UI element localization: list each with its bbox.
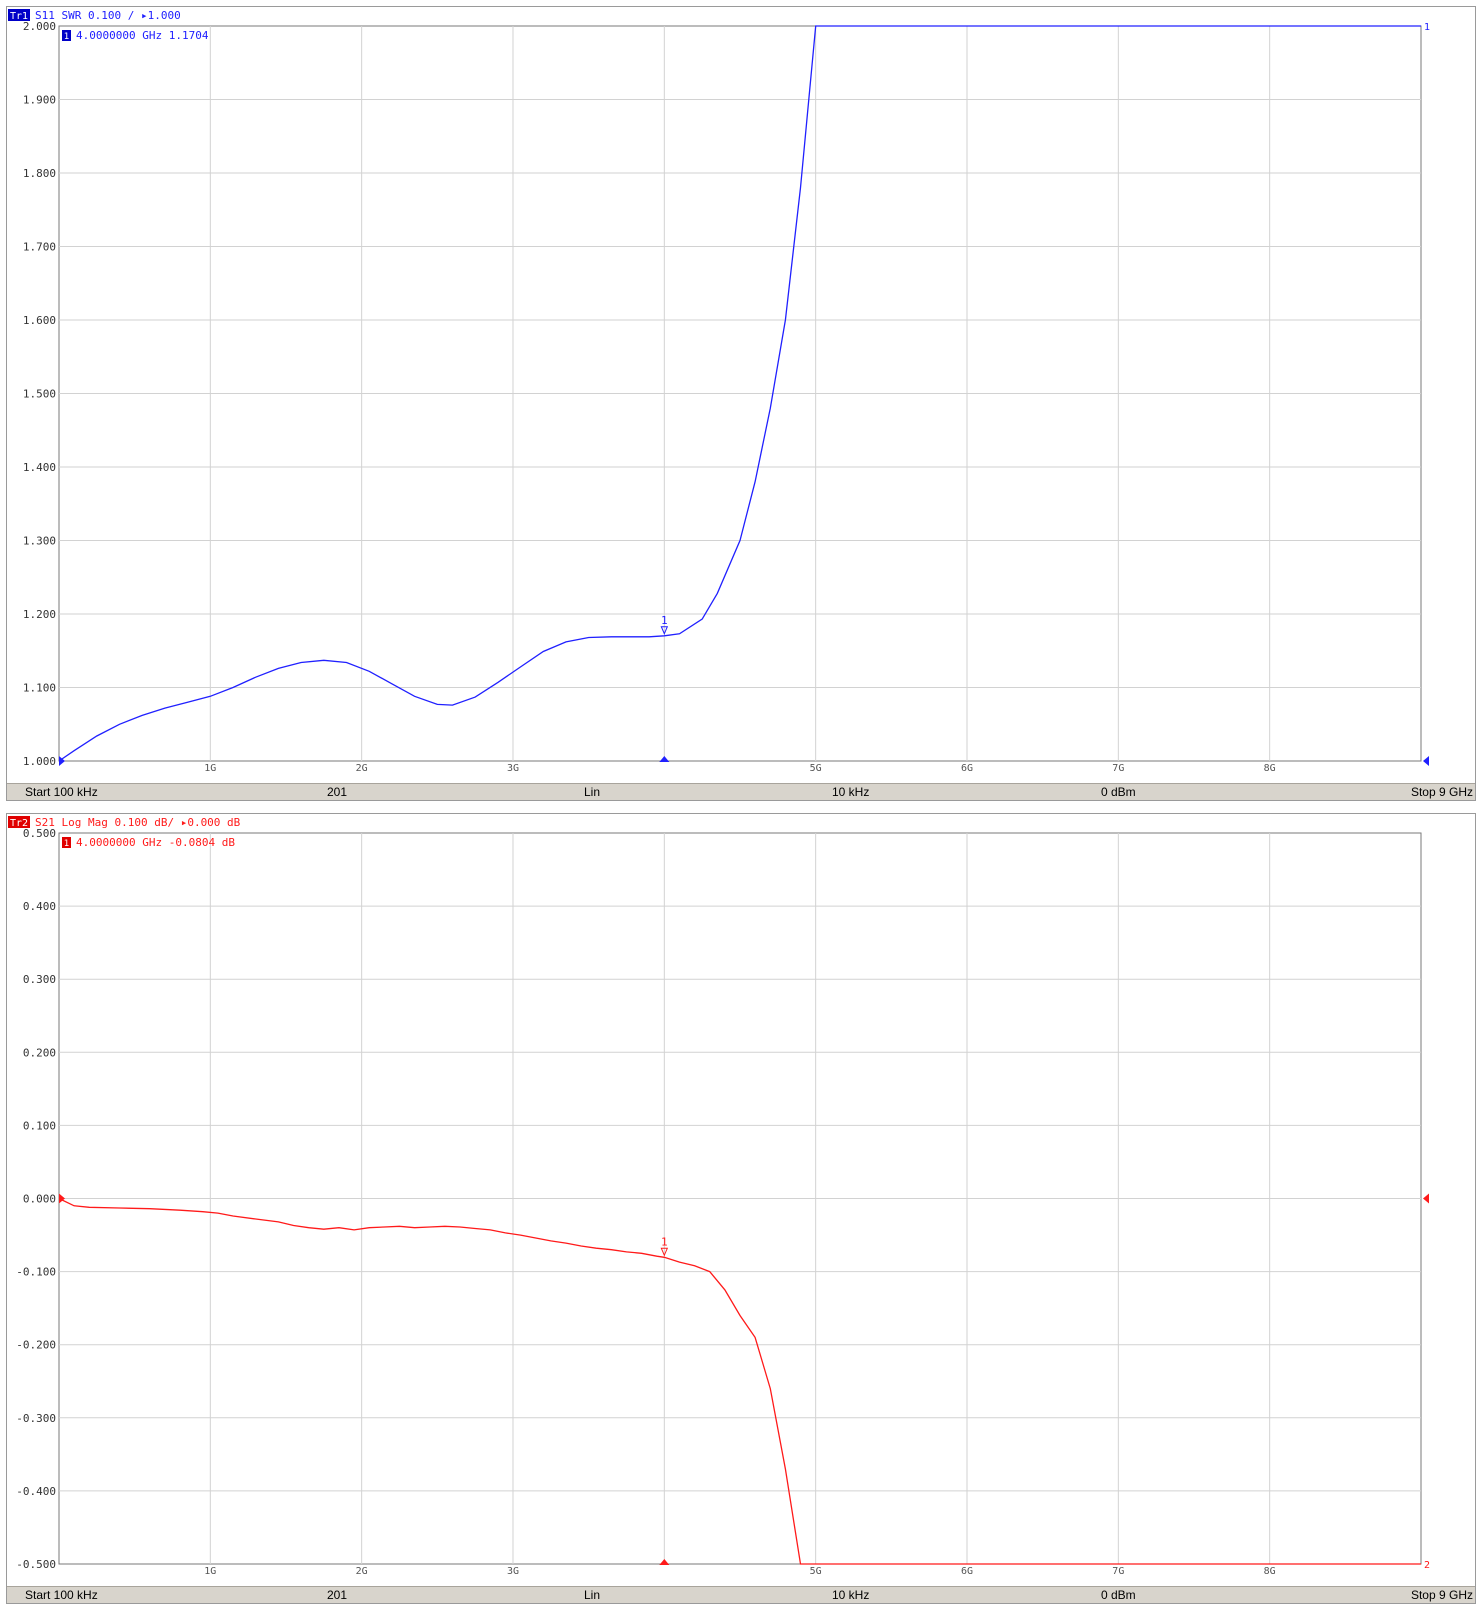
y-tick-label: -0.200 <box>16 1339 56 1352</box>
status-bar: Start 100 kHz 201 Lin 10 kHz 0 dBm Stop … <box>7 783 1475 800</box>
x-tick-label: 5G <box>810 1566 822 1577</box>
trace-header: S21 Log Mag 0.100 dB/ ▸0.000 dB <box>35 816 241 829</box>
source-power: 0 dBm <box>1101 1588 1136 1602</box>
y-tick-label: 1.600 <box>23 314 56 327</box>
marker-readout: 4.0000000 GHz 1.1704 <box>76 29 209 42</box>
marker-readout-index: 1 <box>64 32 69 42</box>
trace-badge-label: Tr2 <box>10 818 28 829</box>
x-tick-label: 2G <box>356 763 368 774</box>
x-tick-label: 6G <box>961 1566 973 1577</box>
marker-label: 1 <box>661 1235 668 1248</box>
y-tick-label: 0.200 <box>23 1046 56 1059</box>
marker-triangle <box>660 626 669 636</box>
stimulus-marker-arrow <box>659 756 670 762</box>
y-tick-label: 1.300 <box>23 535 56 548</box>
y-tick-label: -0.100 <box>16 1266 56 1279</box>
points-count: 201 <box>327 1588 348 1602</box>
x-tick-label: 1G <box>204 763 216 774</box>
y-tick-label: -0.300 <box>16 1412 56 1425</box>
y-tick-label: -0.500 <box>16 1558 56 1571</box>
if-bandwidth: 10 kHz <box>832 1588 870 1602</box>
y-tick-label: 1.100 <box>23 682 56 695</box>
marker-readout-index: 1 <box>64 839 69 849</box>
x-tick-label: 6G <box>961 763 973 774</box>
y-tick-label: 0.300 <box>23 973 56 986</box>
swr-chart: 2.000 1.900 1.800 1.700 1.600 1.500 1.400 1.300… <box>8 9 1430 774</box>
stop-frequency: Stop 9 GHz <box>1410 785 1473 799</box>
x-tick-label: 7G <box>1112 763 1124 774</box>
trace-panel-s11: 2.000 1.900 1.800 1.700 1.600 1.500 1.400 1.300… <box>6 6 1476 801</box>
status-bar: Start 100 kHz 201 Lin 10 kHz 0 dBm Stop … <box>7 1586 1475 1603</box>
logmag-chart: 0.500 0.400 0.300 0.200 0.100 0.000 -0.100 -0.2… <box>8 816 1430 1577</box>
x-tick-label: 8G <box>1264 763 1276 774</box>
x-tick-label: 3G <box>507 763 519 774</box>
y-tick-label: 1.400 <box>23 461 56 474</box>
stop-frequency: Stop 9 GHz <box>1410 1588 1473 1602</box>
trace-badge-label: Tr1 <box>10 11 28 22</box>
reference-arrow-right <box>1423 1193 1429 1204</box>
y-tick-label: 2.000 <box>23 20 56 33</box>
trace-end-label: 2 <box>1424 1560 1430 1571</box>
marker-triangle <box>660 1247 669 1257</box>
y-tick-label: 1.500 <box>23 388 56 401</box>
sweep-type: Lin <box>584 785 601 799</box>
x-tick-label: 3G <box>507 1566 519 1577</box>
points-count: 201 <box>327 785 348 799</box>
trace-panel-s21: 0.500 0.400 0.300 0.200 0.100 0.000 -0.100 -0.2… <box>6 813 1476 1604</box>
marker-readout-badge <box>62 837 71 848</box>
x-tick-label: 1G <box>204 1566 216 1577</box>
sweep-type: Lin <box>584 1588 601 1602</box>
trace-badge <box>8 816 30 828</box>
x-tick-label: 2G <box>356 1566 368 1577</box>
if-bandwidth: 10 kHz <box>832 785 870 799</box>
reference-arrow-right <box>1423 756 1429 766</box>
y-tick-label: -0.400 <box>16 1485 56 1498</box>
x-tick-label: 5G <box>810 763 822 774</box>
y-tick-label: 1.700 <box>23 241 56 254</box>
y-tick-label: 0.000 <box>23 1193 56 1206</box>
y-tick-label: 0.500 <box>23 827 56 840</box>
y-tick-label: 0.100 <box>23 1119 56 1132</box>
x-tick-label: 7G <box>1112 1566 1124 1577</box>
reference-arrow-left <box>59 1193 65 1204</box>
marker-label: 1 <box>661 614 668 627</box>
source-power: 0 dBm <box>1101 785 1136 799</box>
y-tick-label: 1.000 <box>23 755 56 768</box>
marker-readout: 4.0000000 GHz -0.0804 dB <box>76 836 235 849</box>
start-frequency: Start 100 kHz <box>25 1588 98 1602</box>
trace-header: S11 SWR 0.100 / ▸1.000 <box>35 9 181 22</box>
start-frequency: Start 100 kHz <box>25 785 98 799</box>
stimulus-marker-arrow <box>659 1559 670 1565</box>
y-tick-label: 0.400 <box>23 900 56 913</box>
y-tick-label: 1.200 <box>23 608 56 621</box>
x-tick-label: 8G <box>1264 1566 1276 1577</box>
trace-line <box>58 25 1421 762</box>
y-tick-label: 1.800 <box>23 167 56 180</box>
reference-arrow-left <box>59 756 65 766</box>
trace-badge <box>8 9 30 21</box>
trace-end-label: 1 <box>1424 22 1430 33</box>
marker-readout-badge <box>62 30 71 41</box>
trace-line <box>58 1197 1421 1565</box>
y-tick-label: 1.900 <box>23 94 56 107</box>
